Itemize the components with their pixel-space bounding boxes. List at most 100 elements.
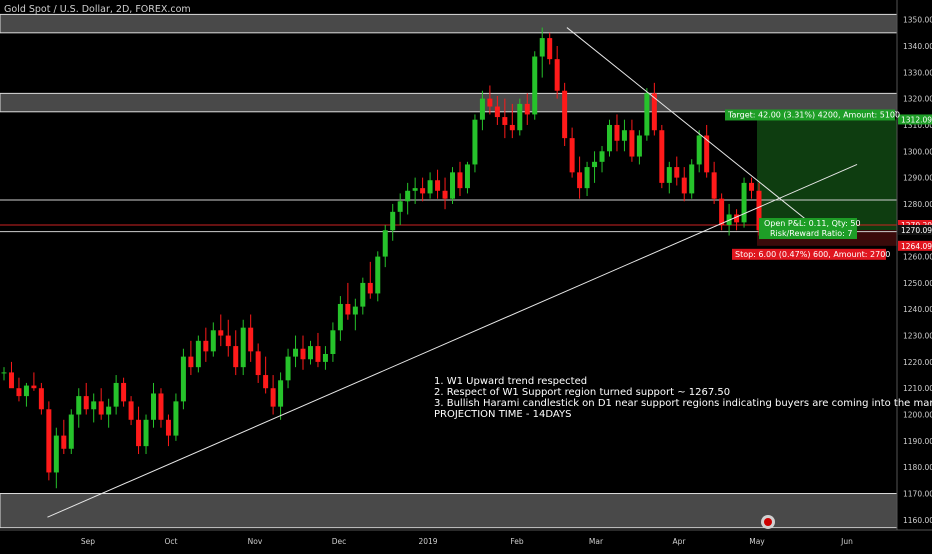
candle-body [240, 327, 246, 368]
price-tick-label: 1260.00 [903, 253, 932, 262]
logo-icon-inner [764, 518, 772, 526]
candle-body [76, 396, 82, 415]
candle-body [412, 188, 418, 191]
candle-body [315, 346, 321, 362]
candle-body [704, 135, 710, 173]
price-tick-label: 1350.00 [903, 16, 932, 25]
candle-body [472, 119, 478, 165]
target-label: Target: 42.00 (3.31%) 4200, Amount: 5100 [727, 110, 900, 119]
candle-body [225, 335, 231, 347]
candle-body [711, 172, 717, 199]
price-tick-label: 1340.00 [903, 42, 932, 51]
candle-body [98, 401, 104, 415]
candle-body [719, 198, 725, 225]
candle-body [509, 124, 515, 131]
candle-body [113, 382, 119, 407]
candle-body [547, 38, 553, 60]
candle-body [420, 188, 426, 194]
candle-body [629, 130, 635, 157]
candle-body [435, 180, 441, 191]
candle-body [390, 211, 396, 231]
price-tick-label: 1160.00 [903, 516, 932, 525]
candle-body [539, 38, 545, 57]
candle-body [741, 182, 747, 223]
candle-body [599, 151, 605, 162]
note-line: 3. Bullish Harami candlestick on D1 near… [434, 398, 932, 409]
price-tick-label: 1170.00 [903, 490, 932, 499]
price-tick-label: 1190.00 [903, 437, 932, 446]
target-price-tag: 1312.09 [901, 115, 932, 124]
candle-body [734, 214, 740, 223]
candle-body [31, 385, 37, 389]
price-tick-label: 1280.00 [903, 200, 932, 209]
candle-body [300, 348, 306, 360]
candle-body [158, 393, 164, 420]
candle-body [502, 117, 508, 125]
candle-body [651, 93, 657, 131]
target-label-bg [725, 109, 895, 121]
candle-body [278, 380, 284, 407]
candle-body [569, 138, 575, 173]
candle-body [367, 282, 373, 294]
candle-body [644, 93, 650, 136]
candle-body [23, 385, 29, 397]
candle-body [270, 388, 276, 407]
candle-body [173, 401, 179, 436]
stop-label-bg [732, 248, 886, 260]
support-resistance-zone [0, 493, 898, 529]
trendline [47, 163, 858, 518]
candle-body [91, 401, 97, 410]
target-zone [757, 119, 897, 231]
price-tick-label: 1330.00 [903, 68, 932, 77]
candle-body [360, 282, 366, 307]
candle-body [614, 124, 620, 141]
pnl-label: Open P&L: 0.11, Qty: 50 [764, 219, 861, 228]
candle-body [195, 340, 201, 368]
candle-body [136, 419, 142, 447]
candle-body [621, 130, 627, 141]
candle-body [666, 167, 672, 183]
time-tick-label: Dec [332, 537, 347, 546]
time-tick-label: 2019 [418, 537, 437, 546]
price-tick-label: 1220.00 [903, 358, 932, 367]
time-tick-label: Nov [248, 537, 263, 546]
candle-body [1, 372, 7, 374]
candle-body [524, 103, 530, 115]
candle-body [689, 164, 695, 194]
candle-body [83, 396, 89, 410]
candle-body [46, 409, 52, 473]
note-line: PROJECTION TIME - 14DAYS [434, 409, 572, 420]
candle-body [450, 172, 456, 199]
candle-body [405, 190, 411, 202]
candle-body [233, 346, 239, 368]
candle-body [479, 98, 485, 120]
note-line: 2. Respect of W1 Support region turned s… [434, 387, 731, 398]
candle-body [53, 435, 59, 473]
trendline [566, 27, 814, 226]
candle-body [562, 90, 568, 139]
time-tick-label: Mar [589, 537, 604, 546]
candle-body [345, 303, 351, 315]
stop-price-tag-bg [898, 240, 932, 251]
candle-body [397, 201, 403, 212]
analysis-notes: 1. W1 Upward trend respected 2. Respect o… [434, 376, 932, 420]
candle-body [180, 356, 186, 402]
candle-body [8, 372, 14, 389]
price-tick-label: 1320.00 [903, 95, 932, 104]
support-resistance-zone [0, 92, 898, 113]
time-tick-label: Oct [165, 537, 178, 546]
candle-body [106, 406, 112, 415]
time-tick-label: Sep [81, 537, 95, 546]
price-tick-label: 1230.00 [903, 332, 932, 341]
candle-body [696, 135, 702, 165]
candle-body [330, 330, 336, 354]
candle-body [188, 356, 194, 368]
time-tick-label: May [749, 537, 765, 546]
candle-body [255, 351, 261, 376]
candle-body [218, 330, 224, 336]
candle-body [606, 124, 612, 152]
current-price-tag-bg [898, 219, 932, 230]
candle-body [121, 382, 127, 402]
